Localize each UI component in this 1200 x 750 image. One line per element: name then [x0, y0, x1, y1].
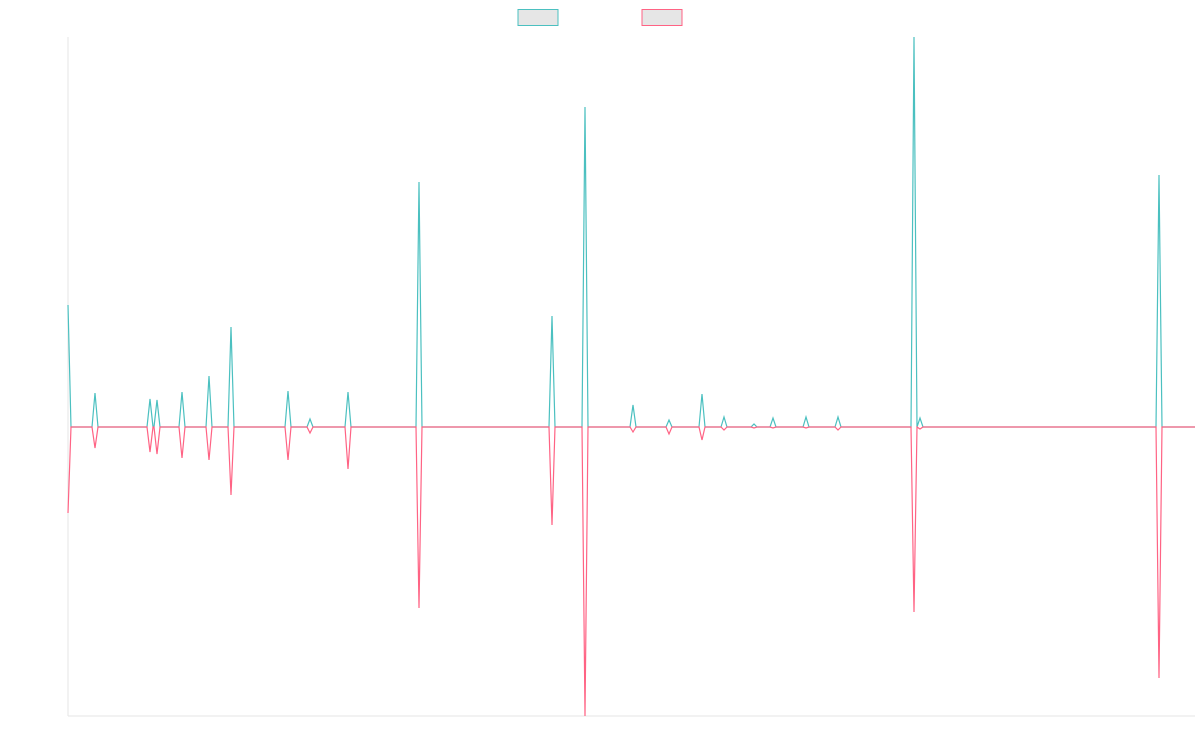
series-line [67, 425, 1195, 717]
legend-swatch[interactable] [517, 9, 559, 26]
series-line [67, 36, 1195, 428]
legend-swatch[interactable] [641, 9, 683, 26]
